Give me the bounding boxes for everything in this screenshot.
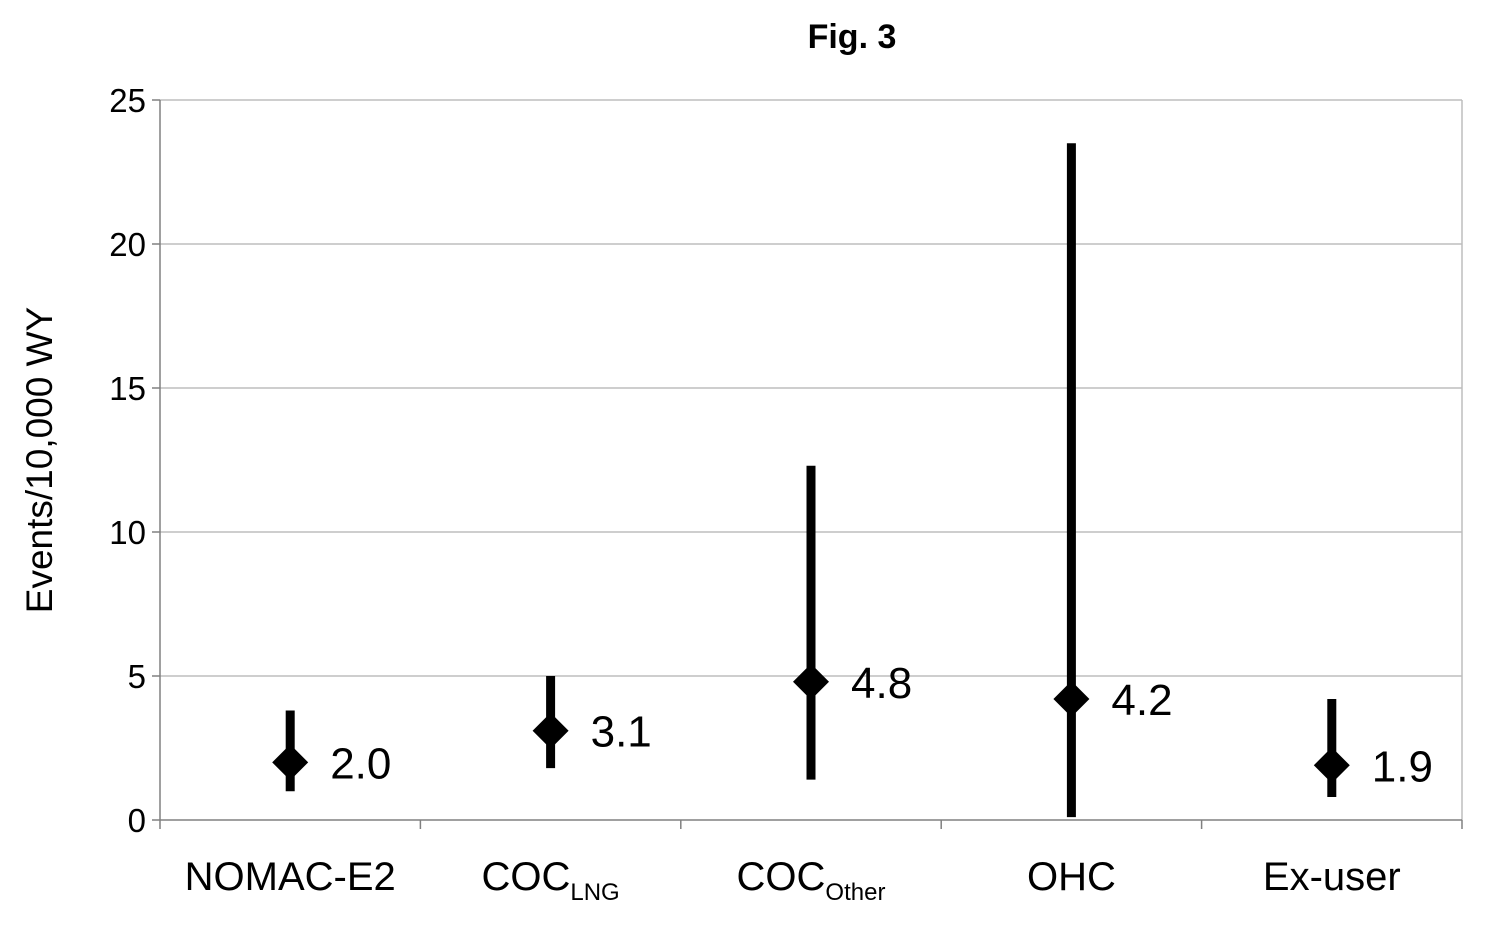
y-tick-label-15: 15: [109, 370, 146, 407]
data-label-3: 4.2: [1111, 676, 1172, 725]
y-tick-labels: 0 5 10 15 20 25: [109, 82, 146, 839]
point-marker-1: [532, 712, 569, 749]
y-tick-label-10: 10: [109, 514, 146, 551]
y-axis-title: Events/10,000 WY: [19, 307, 60, 613]
category-main-text: OHC: [1027, 855, 1116, 899]
data-label-1: 3.1: [591, 708, 652, 757]
category-main-text: COC: [481, 855, 570, 899]
x-category-labels: NOMAC-E2 COCLNG COCOther OHC Ex-user: [185, 855, 1401, 906]
category-main-text: NOMAC-E2: [185, 855, 396, 899]
category-label-2: COCOther: [737, 855, 886, 906]
category-main-text: COC: [737, 855, 826, 899]
category-subscript-text: LNG: [570, 879, 619, 906]
category-label-0: NOMAC-E2: [185, 855, 396, 899]
point-marker-0: [272, 744, 309, 781]
gridlines: [160, 99, 1463, 820]
point-marker-4: [1313, 747, 1350, 784]
y-tick-label-20: 20: [109, 226, 146, 263]
y-tick-label-5: 5: [128, 658, 146, 695]
data-marks: 2.0 3.1 4.8 4.2 1.9: [272, 143, 1433, 818]
point-marker-2: [793, 663, 829, 700]
axes: [152, 99, 1463, 829]
category-subscript-text: Other: [825, 879, 885, 906]
point-marker-3: [1053, 681, 1090, 718]
category-label-3: OHC: [1027, 855, 1116, 899]
data-label-4: 1.9: [1372, 742, 1433, 791]
y-tick-label-25: 25: [109, 82, 146, 119]
category-label-1: COCLNG: [481, 855, 619, 906]
category-main-text: Ex-user: [1263, 855, 1401, 899]
figure-title: Fig. 3: [808, 18, 897, 56]
category-label-4: Ex-user: [1263, 855, 1401, 899]
data-label-2: 4.8: [851, 659, 912, 708]
data-label-0: 2.0: [330, 739, 391, 788]
y-tick-label-0: 0: [128, 802, 146, 839]
